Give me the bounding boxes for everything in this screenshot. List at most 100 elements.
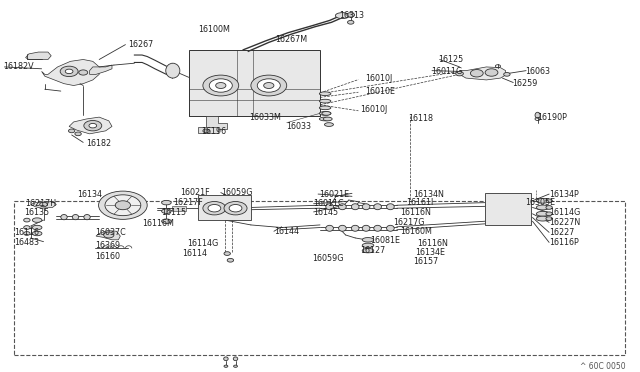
Text: 16033M: 16033M: [250, 113, 282, 122]
Circle shape: [224, 365, 228, 367]
Circle shape: [251, 75, 287, 96]
Text: 16059G: 16059G: [221, 188, 252, 197]
Ellipse shape: [24, 226, 30, 230]
Text: 16196: 16196: [202, 128, 227, 137]
Circle shape: [504, 73, 510, 76]
Ellipse shape: [374, 225, 381, 231]
Text: 16011C: 16011C: [314, 199, 344, 208]
Text: 16021E: 16021E: [319, 190, 349, 199]
Ellipse shape: [326, 204, 333, 210]
Ellipse shape: [24, 218, 30, 222]
Circle shape: [115, 201, 131, 210]
Circle shape: [546, 206, 552, 209]
Text: 16182: 16182: [86, 139, 111, 148]
Ellipse shape: [362, 248, 374, 253]
Text: 16134: 16134: [77, 190, 102, 199]
Text: 16134E: 16134E: [415, 248, 445, 257]
Ellipse shape: [24, 232, 30, 235]
Circle shape: [347, 13, 355, 17]
Text: 16063: 16063: [525, 67, 550, 76]
Text: 16021F: 16021F: [180, 188, 210, 197]
Text: 16116: 16116: [14, 228, 39, 237]
Text: 16227: 16227: [549, 228, 575, 237]
Text: 16190P: 16190P: [538, 113, 568, 122]
Ellipse shape: [161, 201, 172, 205]
Text: 16160: 16160: [95, 252, 120, 261]
Text: 16144: 16144: [274, 227, 299, 236]
Circle shape: [203, 129, 209, 133]
Text: 16305E: 16305E: [525, 198, 555, 207]
Text: 16217H: 16217H: [26, 199, 57, 208]
Circle shape: [99, 191, 147, 219]
Ellipse shape: [33, 218, 42, 222]
Ellipse shape: [322, 112, 331, 115]
Ellipse shape: [536, 205, 549, 210]
Circle shape: [485, 69, 498, 76]
Circle shape: [546, 199, 552, 203]
Ellipse shape: [339, 225, 346, 231]
Text: 16125: 16125: [438, 55, 463, 64]
Circle shape: [470, 70, 483, 77]
Circle shape: [105, 195, 141, 216]
Ellipse shape: [324, 123, 333, 126]
Text: 16127: 16127: [360, 247, 385, 256]
Polygon shape: [42, 60, 99, 86]
Ellipse shape: [72, 215, 79, 220]
Text: 16217F: 16217F: [173, 198, 202, 207]
Text: 16267M: 16267M: [275, 35, 307, 44]
Text: 16227N: 16227N: [549, 218, 580, 227]
Text: 16145: 16145: [314, 208, 339, 217]
Ellipse shape: [335, 13, 349, 19]
FancyBboxPatch shape: [172, 206, 186, 211]
Text: 16160M: 16160M: [400, 227, 432, 236]
Ellipse shape: [387, 204, 394, 210]
Text: 16161I: 16161I: [406, 198, 434, 207]
Text: 16081E: 16081E: [370, 237, 400, 246]
Text: 16182V: 16182V: [3, 62, 34, 71]
Text: ^ 60C 0050: ^ 60C 0050: [580, 362, 626, 371]
Polygon shape: [206, 116, 227, 129]
Ellipse shape: [61, 215, 67, 220]
Text: 16134P: 16134P: [549, 190, 579, 199]
Circle shape: [224, 252, 230, 256]
Ellipse shape: [161, 209, 172, 214]
Text: 16033: 16033: [286, 122, 311, 131]
Circle shape: [546, 217, 552, 221]
Text: 16116P: 16116P: [549, 238, 579, 247]
Text: 16135: 16135: [24, 208, 49, 217]
Circle shape: [257, 79, 280, 92]
Ellipse shape: [536, 211, 549, 216]
Circle shape: [456, 71, 463, 76]
Circle shape: [104, 232, 114, 238]
Circle shape: [68, 129, 75, 133]
Ellipse shape: [319, 117, 331, 121]
Text: 16369: 16369: [95, 241, 120, 250]
Text: 16059G: 16059G: [312, 254, 344, 263]
Circle shape: [84, 121, 102, 131]
Text: 16116N: 16116N: [417, 239, 448, 248]
Ellipse shape: [323, 117, 332, 121]
Text: 16157: 16157: [413, 257, 438, 266]
FancyBboxPatch shape: [189, 50, 320, 116]
Circle shape: [224, 202, 247, 215]
Ellipse shape: [166, 63, 180, 78]
Ellipse shape: [387, 225, 394, 231]
Circle shape: [348, 20, 354, 24]
Text: 16259: 16259: [512, 79, 538, 88]
Ellipse shape: [362, 204, 370, 210]
Text: 16114G: 16114G: [549, 208, 580, 217]
Circle shape: [79, 70, 88, 75]
Ellipse shape: [362, 243, 374, 248]
Ellipse shape: [351, 225, 359, 231]
Ellipse shape: [161, 219, 172, 224]
Circle shape: [203, 75, 239, 96]
Ellipse shape: [319, 99, 331, 103]
Text: 16037C: 16037C: [95, 228, 125, 237]
Ellipse shape: [319, 92, 331, 96]
Text: 16100M: 16100M: [198, 25, 230, 34]
Circle shape: [234, 365, 237, 367]
Bar: [14, 201, 625, 355]
Polygon shape: [31, 202, 56, 208]
Ellipse shape: [233, 357, 238, 360]
Circle shape: [546, 212, 552, 216]
